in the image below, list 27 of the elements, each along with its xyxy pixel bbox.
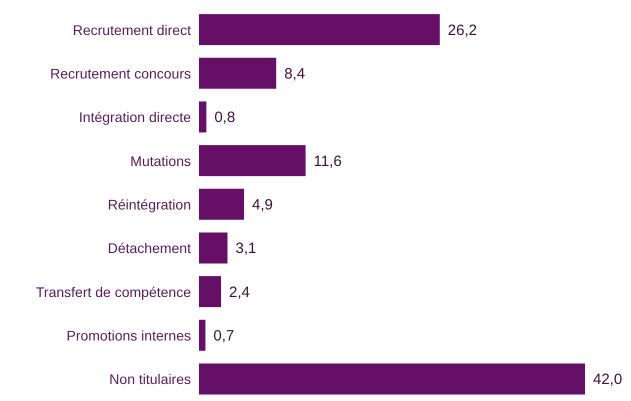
y-tick-label: Transfert de compétence (36, 284, 192, 300)
data-label: 2,4 (229, 284, 250, 301)
data-label: 0,8 (214, 109, 236, 126)
y-tick-label: Détachement (108, 240, 192, 256)
y-tick-label: Promotions internes (66, 327, 191, 344)
y-tick-label: Mutations (130, 152, 191, 169)
bar (199, 363, 585, 394)
bar (199, 14, 440, 46)
bar (199, 58, 276, 89)
y-tick-label: Non titulaires (109, 371, 191, 388)
y-tick-label: Recrutement direct (72, 22, 192, 38)
data-label: 11,6 (314, 152, 342, 170)
data-label: 0,7 (213, 328, 234, 345)
y-tick-label: Intégration directe (78, 109, 192, 126)
bar (199, 101, 206, 132)
bar (199, 276, 222, 308)
bar (199, 232, 228, 264)
data-label: 42,0 (593, 371, 622, 388)
y-tick-label: Recrutement concours (50, 65, 191, 82)
bar (199, 145, 306, 176)
data-label: 8,4 (284, 66, 306, 83)
data-label: 26,2 (448, 22, 477, 39)
bar (199, 320, 206, 351)
y-tick-label: Réintégration (108, 196, 191, 212)
data-label: 3,1 (235, 240, 256, 258)
bar (199, 188, 244, 220)
data-label: 4,9 (252, 196, 273, 214)
